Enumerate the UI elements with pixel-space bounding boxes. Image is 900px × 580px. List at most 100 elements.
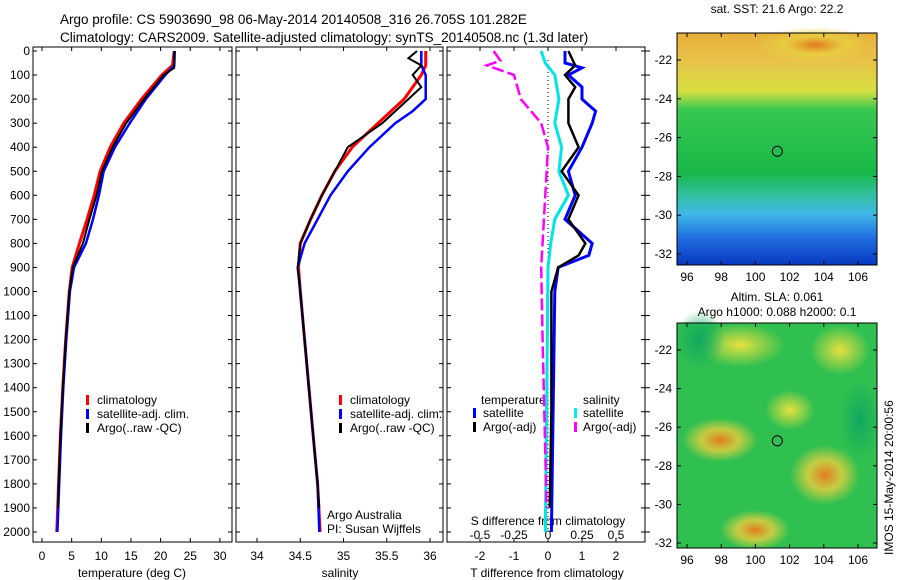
x-tick-label: 5 [68, 549, 75, 563]
lat-tick-label: -28 [655, 459, 673, 473]
sla-map-title2: Argo h1000: 0.088 h2000: 0.1 [698, 305, 857, 319]
series-line-salinity-argo-adj- [483, 50, 550, 508]
imos-timestamp: IMOS 15-May-2014 20:00:56 [882, 400, 896, 555]
x-tick-label: 30 [213, 549, 227, 563]
legend-argo-swatch [339, 423, 342, 433]
legend-t-sat: satellite [483, 406, 524, 420]
x-tick-label: 36 [423, 549, 437, 563]
series-line-argo-raw-qc- [296, 50, 423, 508]
depth-tick-label: 1800 [3, 477, 30, 491]
x-tick-label: 2 [613, 549, 620, 563]
legend-argo: Argo(..raw -QC) [350, 421, 435, 435]
depth-tick-label: 300 [10, 116, 30, 130]
depth-tick-label: 800 [10, 236, 30, 250]
lon-tick-label: 100 [745, 553, 765, 567]
series-line-satellite-adj-clim- [56, 50, 177, 533]
depth-tick-label: 1400 [3, 381, 30, 395]
s-diff-tick-label: 0.25 [570, 528, 594, 542]
legend-t-argo: Argo(-adj) [483, 420, 536, 434]
sla-high-patch [682, 418, 758, 462]
x-tick-label: 1 [579, 549, 586, 563]
sst-map: sat. SST: 21.6 Argo: 22.2 96 98 100 102 104 1… [655, 2, 878, 284]
sla-high-patch [720, 510, 790, 550]
depth-tick-label: 700 [10, 212, 30, 226]
argo-float-marker [771, 435, 783, 447]
legend-clim-swatch [339, 395, 342, 405]
x-tick-label: 20 [154, 549, 168, 563]
salinity-frame [235, 46, 444, 543]
legend-s-argo: Argo(-adj) [583, 420, 636, 434]
lat-tick-label: -26 [655, 131, 673, 145]
lat-tick-label: -32 [655, 536, 673, 550]
lat-tick-label: -26 [655, 420, 673, 434]
series-line-temperature-satellite [549, 51, 598, 533]
s-diff-tick-label: -0.25 [500, 528, 528, 542]
s-diff-tick-label: 0.5 [608, 528, 625, 542]
x-tick-label: 15 [124, 549, 138, 563]
series-line-argo-raw-qc- [57, 51, 176, 508]
series-line-salinity-satellite [539, 50, 571, 533]
legend-clim: climatology [350, 393, 410, 407]
legend-sat: satellite-adj. clim. [350, 407, 442, 421]
x-tick-label: 25 [184, 549, 198, 563]
sla-map: Altim. SLA: 0.061 Argo h1000: 0.088 h200… [655, 290, 880, 567]
sst-warm-patch [755, 27, 875, 63]
lat-tick-label: -24 [655, 92, 673, 106]
difference-frame [446, 46, 646, 543]
s-diff-tick-label: -0.5 [470, 528, 491, 542]
depth-tick-label: 500 [10, 164, 30, 178]
lat-tick-label: -30 [655, 208, 673, 222]
legend-clim-swatch [86, 395, 89, 405]
legend-clim: climatology [97, 393, 157, 407]
series-line-temperature-argo-adj- [548, 50, 587, 508]
depth-tick-label: 200 [10, 92, 30, 106]
legend-sat: satellite-adj. clim. [97, 407, 189, 421]
lat-tick-label: -30 [655, 497, 673, 511]
sla-high-patch [790, 445, 860, 505]
legend-temperature: temperature [481, 393, 546, 407]
lon-tick-label: 106 [848, 553, 868, 567]
legend-sat-swatch [339, 409, 342, 419]
depth-tick-label: 1300 [3, 357, 30, 371]
sla-high-patch [810, 325, 870, 375]
sla-high-patch [765, 390, 815, 430]
x-tick-label: 35.5 [375, 549, 399, 563]
legend-salinity: salinity [583, 393, 620, 407]
lon-tick-label: 100 [745, 270, 765, 284]
depth-tick-label: 0 [23, 44, 30, 58]
x-tick-label: 35 [337, 549, 351, 563]
temperature-frame [32, 46, 233, 543]
sla-map-frame [676, 322, 878, 549]
x-tick-label: 0 [39, 549, 46, 563]
lon-tick-label: 96 [680, 553, 694, 567]
legend-s-argo-swatch [574, 422, 577, 432]
depth-tick-label: 100 [10, 68, 30, 82]
lon-tick-label: 102 [780, 553, 800, 567]
x-tick-label: -1 [509, 549, 520, 563]
legend-t-argo-swatch [473, 422, 476, 432]
lon-tick-label: 96 [680, 270, 694, 284]
depth-tick-label: 1200 [3, 333, 30, 347]
x-tick-label: 0 [545, 549, 552, 563]
lon-tick-label: 102 [780, 270, 800, 284]
legend-s-sat: satellite [583, 406, 624, 420]
depth-tick-label: 1500 [3, 405, 30, 419]
title-line2: Climatology: CARS2009. Satellite-adjuste… [60, 30, 588, 45]
lon-tick-label: 98 [715, 270, 729, 284]
tdiff-xlabel: T difference from climatology [470, 566, 624, 580]
depth-tick-label: 1900 [3, 501, 30, 515]
series-line-climatology [296, 51, 428, 533]
lon-tick-label: 104 [814, 270, 834, 284]
legend-t-sat-swatch [473, 408, 476, 418]
sst-map-title: sat. SST: 21.6 Argo: 22.2 [711, 2, 844, 16]
legend-argo-swatch [86, 423, 89, 433]
temperature-panel: temperature (deg C) climatology satellit… [32, 46, 233, 580]
depth-tick-label: 900 [10, 260, 30, 274]
depth-tick-label: 2000 [3, 525, 30, 539]
salinity-panel: salinity climatology satellite-adj. clim… [235, 46, 444, 580]
lon-tick-label: 104 [814, 553, 834, 567]
sla-map-title1: Altim. SLA: 0.061 [731, 290, 824, 304]
sla-low-patch [675, 310, 725, 370]
lat-tick-label: -22 [655, 343, 673, 357]
